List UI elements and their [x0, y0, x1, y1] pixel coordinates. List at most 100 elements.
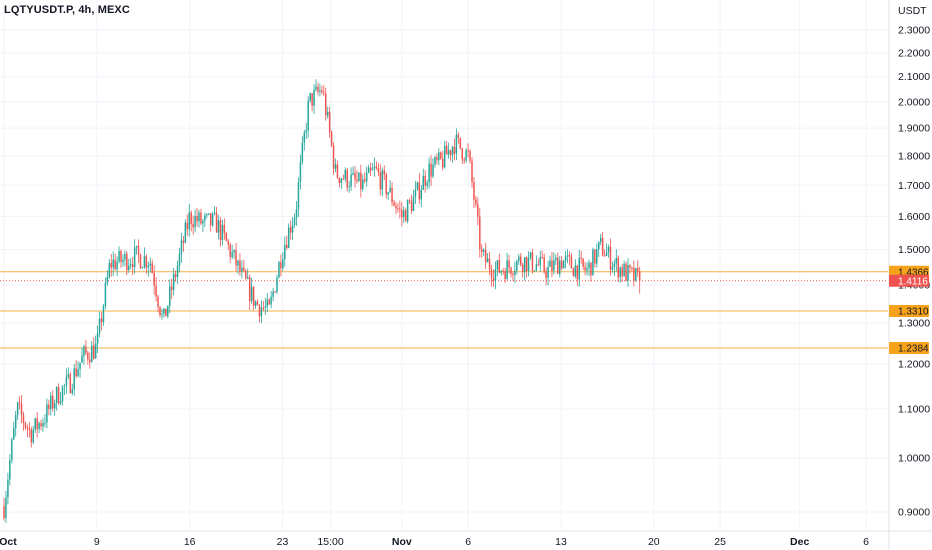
candle-body [350, 174, 352, 187]
candle-body [500, 270, 502, 273]
candle-body [541, 256, 543, 258]
candle-body [34, 418, 36, 430]
candle-body [395, 205, 397, 209]
price-tick-label: 1.0000 [898, 452, 930, 464]
candle-body [562, 260, 565, 269]
price-tick-label: 2.3000 [898, 25, 930, 37]
level-price-tag-label: 1.2384 [898, 344, 929, 355]
candle-body [557, 257, 559, 274]
candle-body [165, 308, 167, 317]
candle-body [406, 200, 409, 222]
candle-body [627, 264, 629, 281]
candle-body [63, 385, 66, 387]
candle-body [83, 346, 85, 356]
candle-body [436, 157, 438, 161]
candle-body [231, 252, 233, 257]
candle-body [498, 260, 501, 273]
candle-body [330, 131, 333, 146]
candle-body [510, 267, 512, 274]
candle-body [535, 264, 538, 271]
candle-body [32, 429, 34, 443]
candle-body [443, 145, 446, 168]
candle-body [518, 256, 520, 261]
candle-body [219, 220, 222, 240]
candle-body [445, 145, 448, 155]
candle-body [422, 175, 424, 190]
candle-body [502, 270, 504, 272]
candle-body [239, 260, 241, 272]
candle-body [568, 255, 571, 257]
candle-body [229, 244, 231, 257]
time-tick-label: 6 [863, 536, 869, 548]
candle-body [404, 210, 407, 222]
candle-body [282, 259, 284, 269]
time-tick-label: 9 [94, 536, 100, 548]
candle-body [553, 260, 555, 271]
candle-body [309, 93, 311, 101]
candle-body [582, 258, 584, 267]
candle-body [30, 429, 33, 443]
candle-body [289, 227, 292, 233]
candle-body [356, 179, 358, 182]
candle-body [609, 246, 612, 270]
candle-body [57, 387, 60, 404]
candle-body [153, 272, 155, 286]
candle-body [377, 168, 380, 173]
candle-body [87, 352, 89, 360]
candle-body [11, 439, 13, 461]
level-price-tag [889, 304, 929, 317]
candle-body [551, 260, 553, 271]
candle-body [447, 150, 450, 155]
candle-body [416, 182, 419, 190]
candle-body [245, 270, 247, 279]
candle-body [375, 166, 378, 169]
candle-body [381, 170, 384, 190]
candle-body [213, 212, 216, 214]
candle-body [305, 130, 307, 133]
candle-body [106, 276, 109, 283]
price-tick-label: 1.8000 [898, 150, 930, 162]
time-tick-label: 13 [555, 536, 567, 548]
candle-body [188, 212, 190, 230]
candle-body [469, 150, 471, 161]
candle-body [537, 264, 540, 266]
candle-body [172, 274, 175, 291]
candle-body [286, 244, 288, 248]
candle-body [360, 172, 362, 190]
candle-body [248, 277, 251, 302]
candle-body [163, 308, 165, 314]
candle-body [631, 267, 633, 269]
candle-body [69, 374, 72, 394]
candle-body [237, 260, 239, 266]
candle-body [584, 266, 586, 271]
candle-body [566, 255, 569, 257]
candle-body [301, 142, 304, 163]
level-price-tag [889, 265, 929, 278]
candle-body [124, 253, 126, 260]
time-tick-label: 23 [277, 536, 289, 548]
candle-body [141, 267, 144, 269]
candle-body [299, 162, 302, 183]
candle-body [196, 215, 198, 222]
candle-body [98, 318, 101, 334]
candle-body [204, 215, 206, 221]
candle-body [24, 422, 27, 428]
candle-body [184, 222, 187, 243]
candle-body [307, 100, 309, 131]
candle-body [348, 186, 350, 188]
candle-body [61, 386, 64, 402]
candles [3, 79, 641, 523]
candle-body [449, 150, 452, 155]
candle-body [59, 401, 62, 404]
candle-body [161, 313, 163, 316]
candle-body [116, 261, 118, 270]
candle-body [326, 111, 329, 116]
candle-body [586, 268, 588, 271]
candle-body [100, 318, 103, 323]
symbol-title[interactable]: LQTYUSDT.P, 4h, MEXC [4, 4, 130, 16]
candle-body [570, 256, 573, 269]
candle-body [633, 267, 635, 281]
candle-body [559, 260, 561, 274]
